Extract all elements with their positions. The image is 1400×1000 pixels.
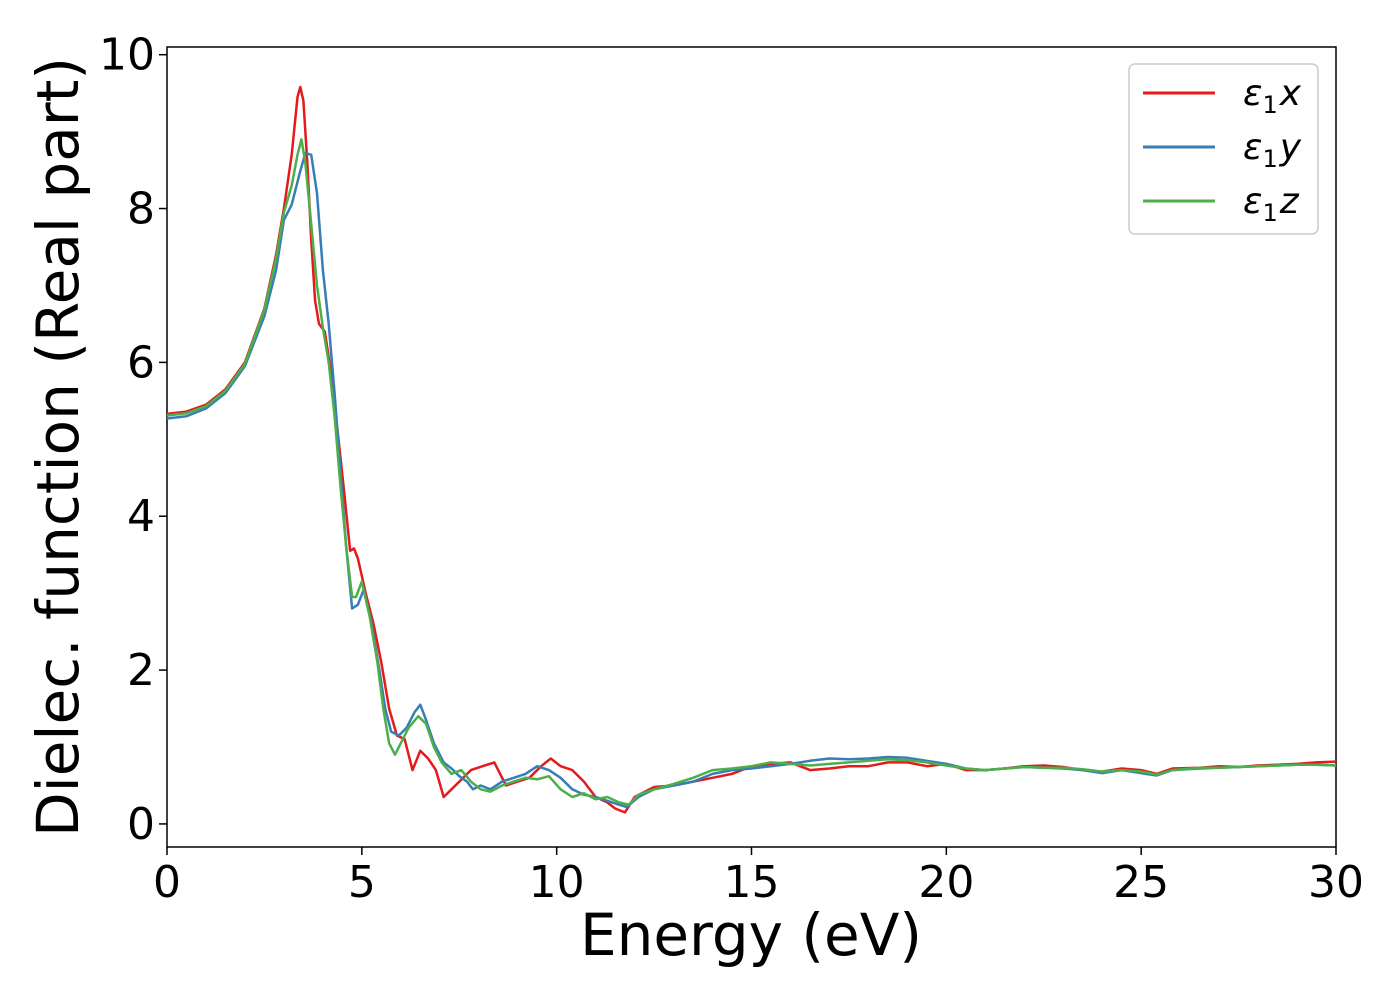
y-axis-ticks: 0 2 4 6 8 10 [99, 30, 167, 850]
legend: ε1x ε1y ε1z [1128, 63, 1319, 235]
y-tick-label: 4 [127, 491, 155, 542]
x-tick-label: 30 [1308, 857, 1364, 908]
y-tick-label: 0 [127, 799, 155, 850]
x-tick-label: 0 [153, 857, 181, 908]
y-tick-label: 6 [127, 337, 155, 388]
x-tick-label: 15 [724, 857, 780, 908]
legend-box [1128, 63, 1319, 235]
legend-label-2: ε1y [1243, 127, 1302, 173]
y-tick-label: 8 [127, 184, 155, 235]
series-line-1 [166, 85, 1337, 814]
series-line-3 [166, 138, 1337, 806]
x-tick-label: 10 [529, 857, 585, 908]
y-tick-label: 10 [99, 30, 155, 81]
legend-label-1: ε1x [1243, 73, 1302, 119]
x-tick-label: 25 [1113, 857, 1169, 908]
x-tick-label: 5 [348, 857, 376, 908]
x-axis-title: Energy (eV) [580, 901, 922, 969]
x-axis-ticks: 0 5 10 15 20 25 30 [153, 847, 1364, 908]
y-axis-title: Dielec. function (Real part) [24, 57, 92, 837]
legend-label-3: ε1z [1243, 181, 1300, 227]
x-tick-label: 20 [918, 857, 974, 908]
series-lines [166, 85, 1337, 814]
y-tick-label: 2 [127, 645, 155, 696]
